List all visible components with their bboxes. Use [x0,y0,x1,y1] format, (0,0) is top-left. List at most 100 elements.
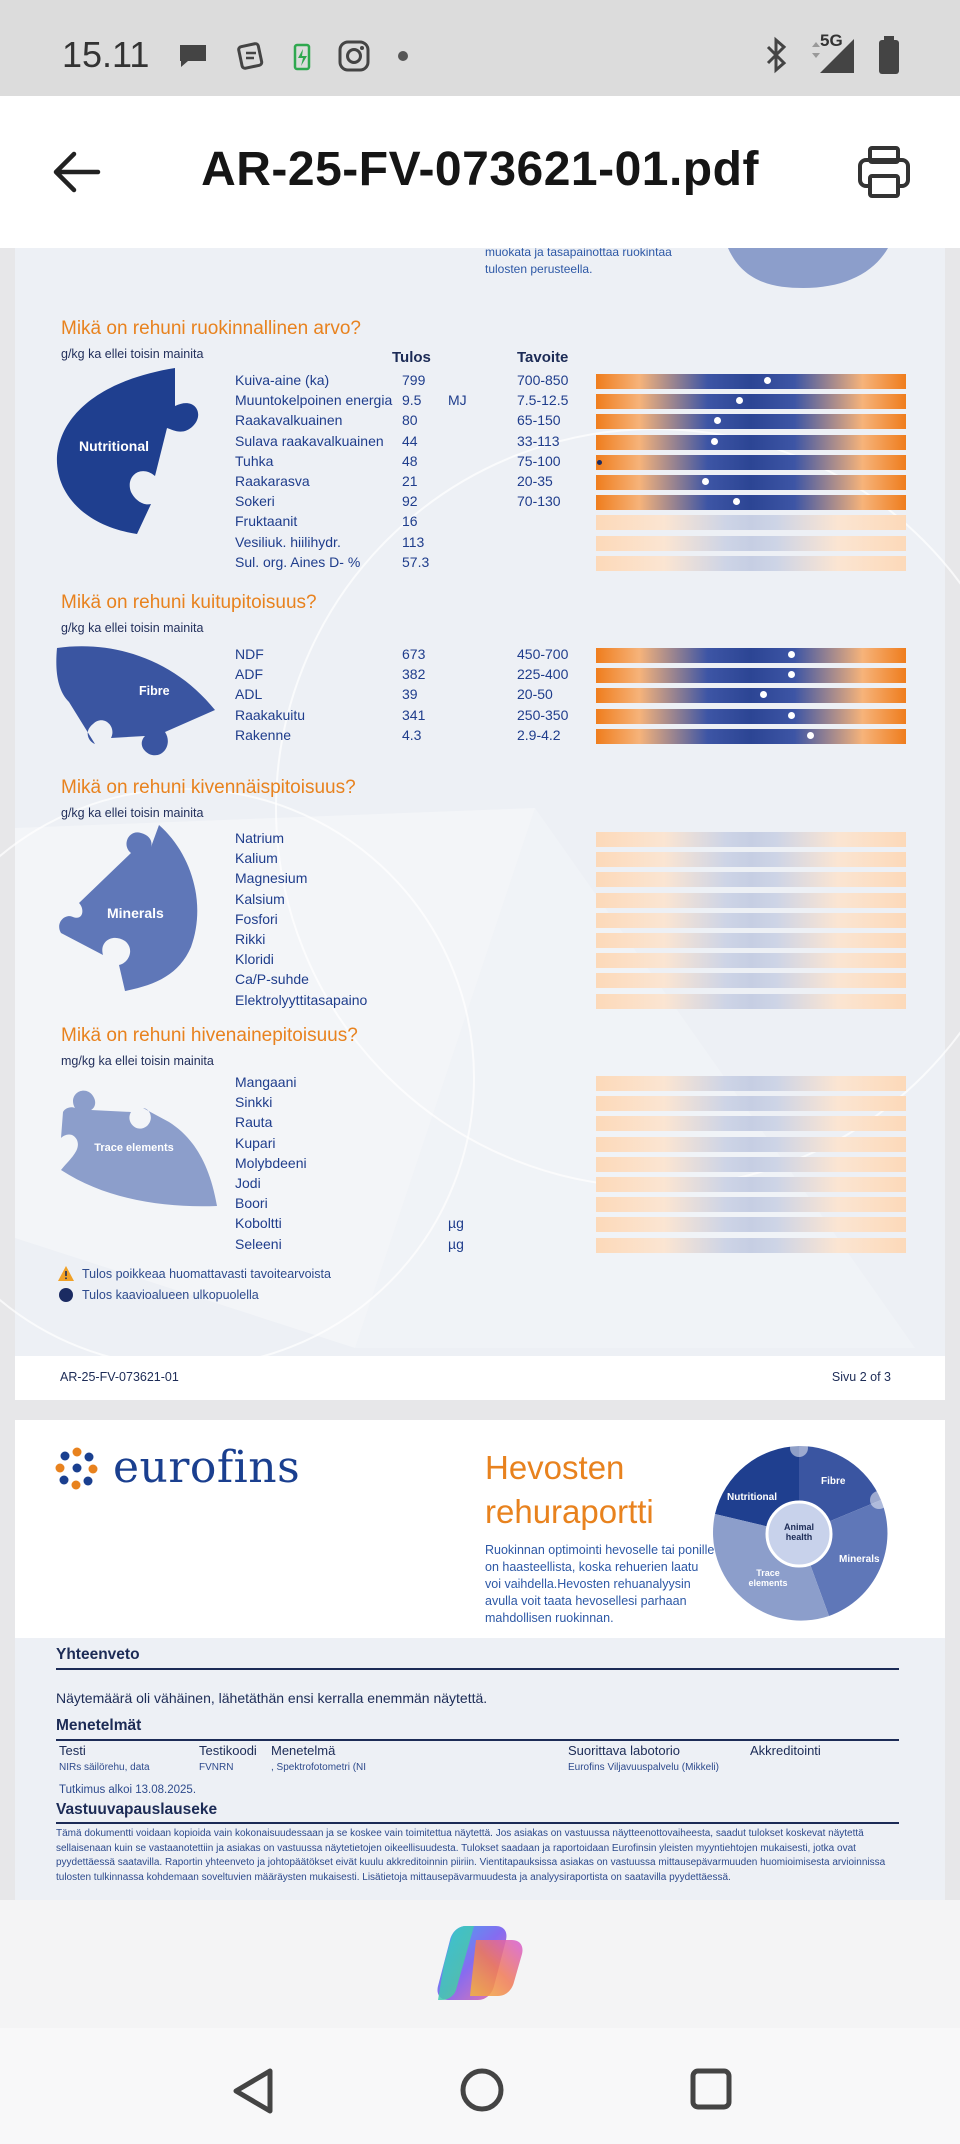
row-value: 9.5 [402,392,422,409]
data-row: Kloridi [15,951,945,971]
row-target: 250-350 [517,706,569,723]
range-bar [596,708,906,724]
row-unit: MJ [448,392,467,409]
pdf-page-3: eurofins Hevosten rehuraportti Ruokinnan… [15,1420,945,1900]
brand-name: eurofins [113,1442,301,1493]
status-bar: 15.11 5G [0,0,960,96]
row-value: 39 [402,686,418,703]
footer-report-id: AR-25-FV-073621-01 [60,1370,179,1384]
home-circle-icon[interactable] [458,2066,506,2114]
puzzle-label: Trace elements [94,1142,174,1154]
data-row: Rauta [15,1114,945,1134]
document-title: AR-25-FV-073621-01.pdf [201,143,759,196]
row-label: Muuntokelpoinen energia [235,392,393,409]
row-label: Vesiliuk. hiilihydr. [235,533,341,550]
row-value: 48 [402,452,418,469]
copilot-icon[interactable] [432,1920,528,2008]
arrow-left-icon[interactable] [48,142,108,202]
row-target: 33-113 [517,432,560,449]
data-row: Ca/P-suhde [15,971,945,991]
row-label: Ca/P-suhde [235,971,309,988]
data-row: Sul. org. Aines D- % 57.3 [15,554,945,574]
signal-icon: 5G [808,31,858,75]
warning-triangle-icon [58,1266,74,1281]
data-row: Muuntokelpoinen energia 9.5 MJ 7.5-12.5 [15,392,945,412]
row-unit: µg [448,1235,464,1252]
range-bar [596,832,906,847]
row-unit: µg [448,1215,464,1232]
row-value: 799 [402,372,426,388]
printer-icon[interactable] [854,142,914,202]
range-bar [596,1156,906,1172]
range-bar [596,555,906,571]
disclaimer-text: Tämä dokumentti voidaan kopioida vain ko… [56,1828,886,1883]
range-bar [596,1237,906,1253]
row-value: 92 [402,493,418,510]
summary-text: Näytemäärä oli vähäinen, lähetäthän ensi… [56,1690,488,1706]
row-label: Molybdeeni [235,1154,307,1171]
data-row: Kupari [15,1135,945,1155]
pdf-viewer[interactable]: muokata ja tasapainottaa ruokintaa tulos… [0,248,960,1900]
data-row: Sinkki [15,1094,945,1114]
recents-square-icon[interactable] [688,2066,734,2112]
range-bar [596,1217,906,1233]
result-marker [788,671,795,679]
filled-circle-icon [59,1288,73,1302]
result-marker [714,417,721,425]
puzzle-label: Nutritional [79,438,149,454]
battery-charging-icon [293,43,311,71]
data-row: Natrium [15,830,945,850]
row-label: Raakarasva [235,473,310,489]
row-label: Rikki [235,931,266,947]
data-row: ADF 382 225-400 [15,666,945,686]
range-bar [596,973,906,989]
row-label: Rakenne [235,726,292,743]
range-bar [596,1076,906,1091]
divider [56,1668,899,1670]
range-bar [596,515,906,531]
methods-header-code: Testikoodi [199,1743,257,1758]
data-row: Boori [15,1195,945,1215]
methods-header-test: Testi [59,1743,86,1758]
wheel-label: Nutritional [727,1492,777,1503]
data-row: Koboltti µg [15,1215,945,1235]
page-footer: AR-25-FV-073621-01 Sivu 2 of 3 [15,1356,945,1400]
row-label: Magnesium [235,870,308,887]
row-target: 225-400 [517,666,569,683]
app-bar: AR-25-FV-073621-01.pdf [0,96,960,248]
out-of-range-marker [597,459,602,465]
back-triangle-icon[interactable] [230,2066,276,2116]
methods-header-accreditation: Akkreditointi [750,1743,821,1758]
range-bar [596,1116,906,1132]
row-label: ADF [235,666,263,683]
range-bar [596,688,906,704]
range-bar [596,495,906,511]
methods-lab: Eurofins Viljavuuspalvelu (Mikkeli) [568,1762,719,1773]
section-title-nutritional: Mikä on rehuni ruokinnallinen arvo? [61,318,361,339]
data-row: Seleeni µg [15,1236,945,1256]
data-row: Fosfori [15,911,945,931]
legend-text: Tulos poikkeaa huomattavasti tavoitearvo… [82,1266,331,1281]
row-label: ADL [235,686,263,703]
range-bar [596,933,906,948]
row-value: 16 [402,513,418,530]
row-label: Fruktaanit [235,513,298,530]
methods-code: FVNRN [199,1762,234,1773]
range-bar [596,394,906,410]
range-bar [596,454,906,470]
network-label: 5G [820,31,843,50]
status-time: 15.11 [62,34,150,75]
range-bar [596,892,906,908]
result-marker [788,651,795,658]
puzzle-label: Minerals [107,905,164,921]
range-bar [596,648,906,663]
range-bar [596,852,906,868]
data-row: Elektrolyyttitasapaino [15,992,945,1012]
range-bar [596,535,906,551]
study-started: Tutkimus alkoi 13.08.2025. [59,1784,197,1796]
range-bar [596,953,906,969]
puzzle-label: Fibre [139,684,170,698]
row-label: Natrium [235,830,285,846]
section-unit-note: g/kg ka ellei toisin mainita [61,621,204,635]
section-unit-note: g/kg ka ellei toisin mainita [61,806,204,820]
